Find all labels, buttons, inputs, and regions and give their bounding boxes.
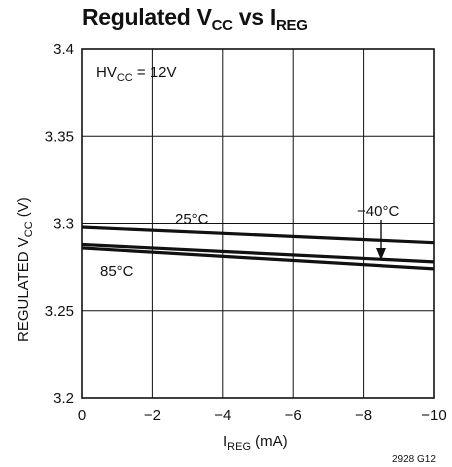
annotation-arrow	[376, 220, 386, 260]
y-tick-label: 3.2	[53, 390, 74, 407]
y-tick-label: 3.35	[45, 128, 74, 145]
figure-code: 2928 G12	[392, 454, 436, 465]
series-line-2	[81, 246, 435, 271]
plot-frame	[81, 48, 435, 399]
x-tick-label: −8	[355, 407, 372, 424]
y-tick-label: 3.25	[45, 303, 74, 320]
y-tick-label: 3.4	[53, 41, 74, 58]
x-axis-label: IREG (mA)	[223, 433, 288, 453]
x-tick-label: −4	[214, 407, 231, 424]
x-tick-label: −6	[285, 407, 302, 424]
series-label-minus40c: −40°C	[357, 203, 399, 220]
y-tick-label: 3.3	[53, 216, 74, 233]
series-line-1	[81, 242, 435, 264]
x-tick-label: −2	[144, 407, 161, 424]
y-axis-label: REGULATED VCC (V)	[15, 197, 35, 342]
series-line-0	[81, 225, 435, 245]
chart-title: Regulated VCC vs IREG	[82, 4, 308, 34]
series-label-25c: 25°C	[175, 211, 209, 228]
series-lines	[81, 225, 435, 271]
x-tick-label: −10	[421, 407, 446, 424]
x-tick-label: 0	[78, 407, 86, 424]
tick-labels: 0 −2 −4 −6 −8 −10 3.2 3.25 3.3 3.35 3.4	[45, 41, 447, 424]
condition-label: HVCC = 12V	[96, 64, 177, 84]
grid	[82, 49, 434, 398]
series-label-85c: 85°C	[100, 263, 134, 280]
